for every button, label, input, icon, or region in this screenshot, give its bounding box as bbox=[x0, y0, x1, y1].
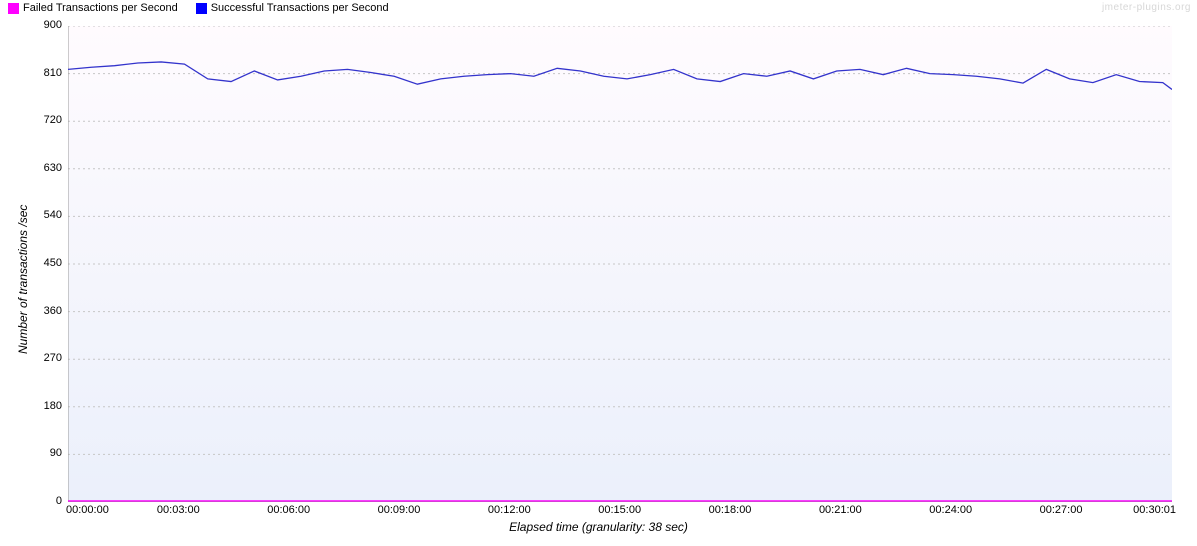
plot-area bbox=[68, 26, 1172, 502]
legend: Failed Transactions per Second Successful… bbox=[8, 2, 389, 14]
y-tick-label: 90 bbox=[32, 447, 62, 459]
x-tick-label: 00:03:00 bbox=[148, 504, 208, 516]
y-tick-label: 360 bbox=[32, 305, 62, 317]
y-tick-label: 540 bbox=[32, 209, 62, 221]
x-tick-label: 00:15:00 bbox=[590, 504, 650, 516]
y-tick-label: 270 bbox=[32, 352, 62, 364]
y-tick-label: 0 bbox=[32, 495, 62, 507]
legend-swatch bbox=[196, 3, 207, 14]
x-tick-label: 00:27:00 bbox=[1031, 504, 1091, 516]
chart-svg bbox=[68, 26, 1172, 502]
y-tick-label: 180 bbox=[32, 400, 62, 412]
x-tick-label: 00:06:00 bbox=[259, 504, 319, 516]
legend-item: Failed Transactions per Second bbox=[8, 2, 178, 14]
legend-label: Successful Transactions per Second bbox=[211, 2, 389, 14]
y-tick-label: 630 bbox=[32, 162, 62, 174]
x-tick-label: 00:24:00 bbox=[921, 504, 981, 516]
watermark: jmeter-plugins.org bbox=[1102, 2, 1191, 13]
legend-label: Failed Transactions per Second bbox=[23, 2, 178, 14]
x-tick-label: 00:18:00 bbox=[700, 504, 760, 516]
y-tick-label: 810 bbox=[32, 67, 62, 79]
y-tick-label: 720 bbox=[32, 114, 62, 126]
legend-swatch bbox=[8, 3, 19, 14]
x-axis-label: Elapsed time (granularity: 38 sec) bbox=[0, 520, 1197, 534]
x-tick-label: 00:09:00 bbox=[369, 504, 429, 516]
x-tick-label: 00:30:01 bbox=[1116, 504, 1176, 516]
x-tick-label: 00:12:00 bbox=[479, 504, 539, 516]
x-tick-label: 00:21:00 bbox=[810, 504, 870, 516]
x-tick-label: 00:00:00 bbox=[66, 504, 126, 516]
y-tick-label: 450 bbox=[32, 257, 62, 269]
legend-item: Successful Transactions per Second bbox=[196, 2, 389, 14]
y-axis-label: Number of transactions /sec bbox=[16, 205, 30, 354]
y-tick-label: 900 bbox=[32, 19, 62, 31]
